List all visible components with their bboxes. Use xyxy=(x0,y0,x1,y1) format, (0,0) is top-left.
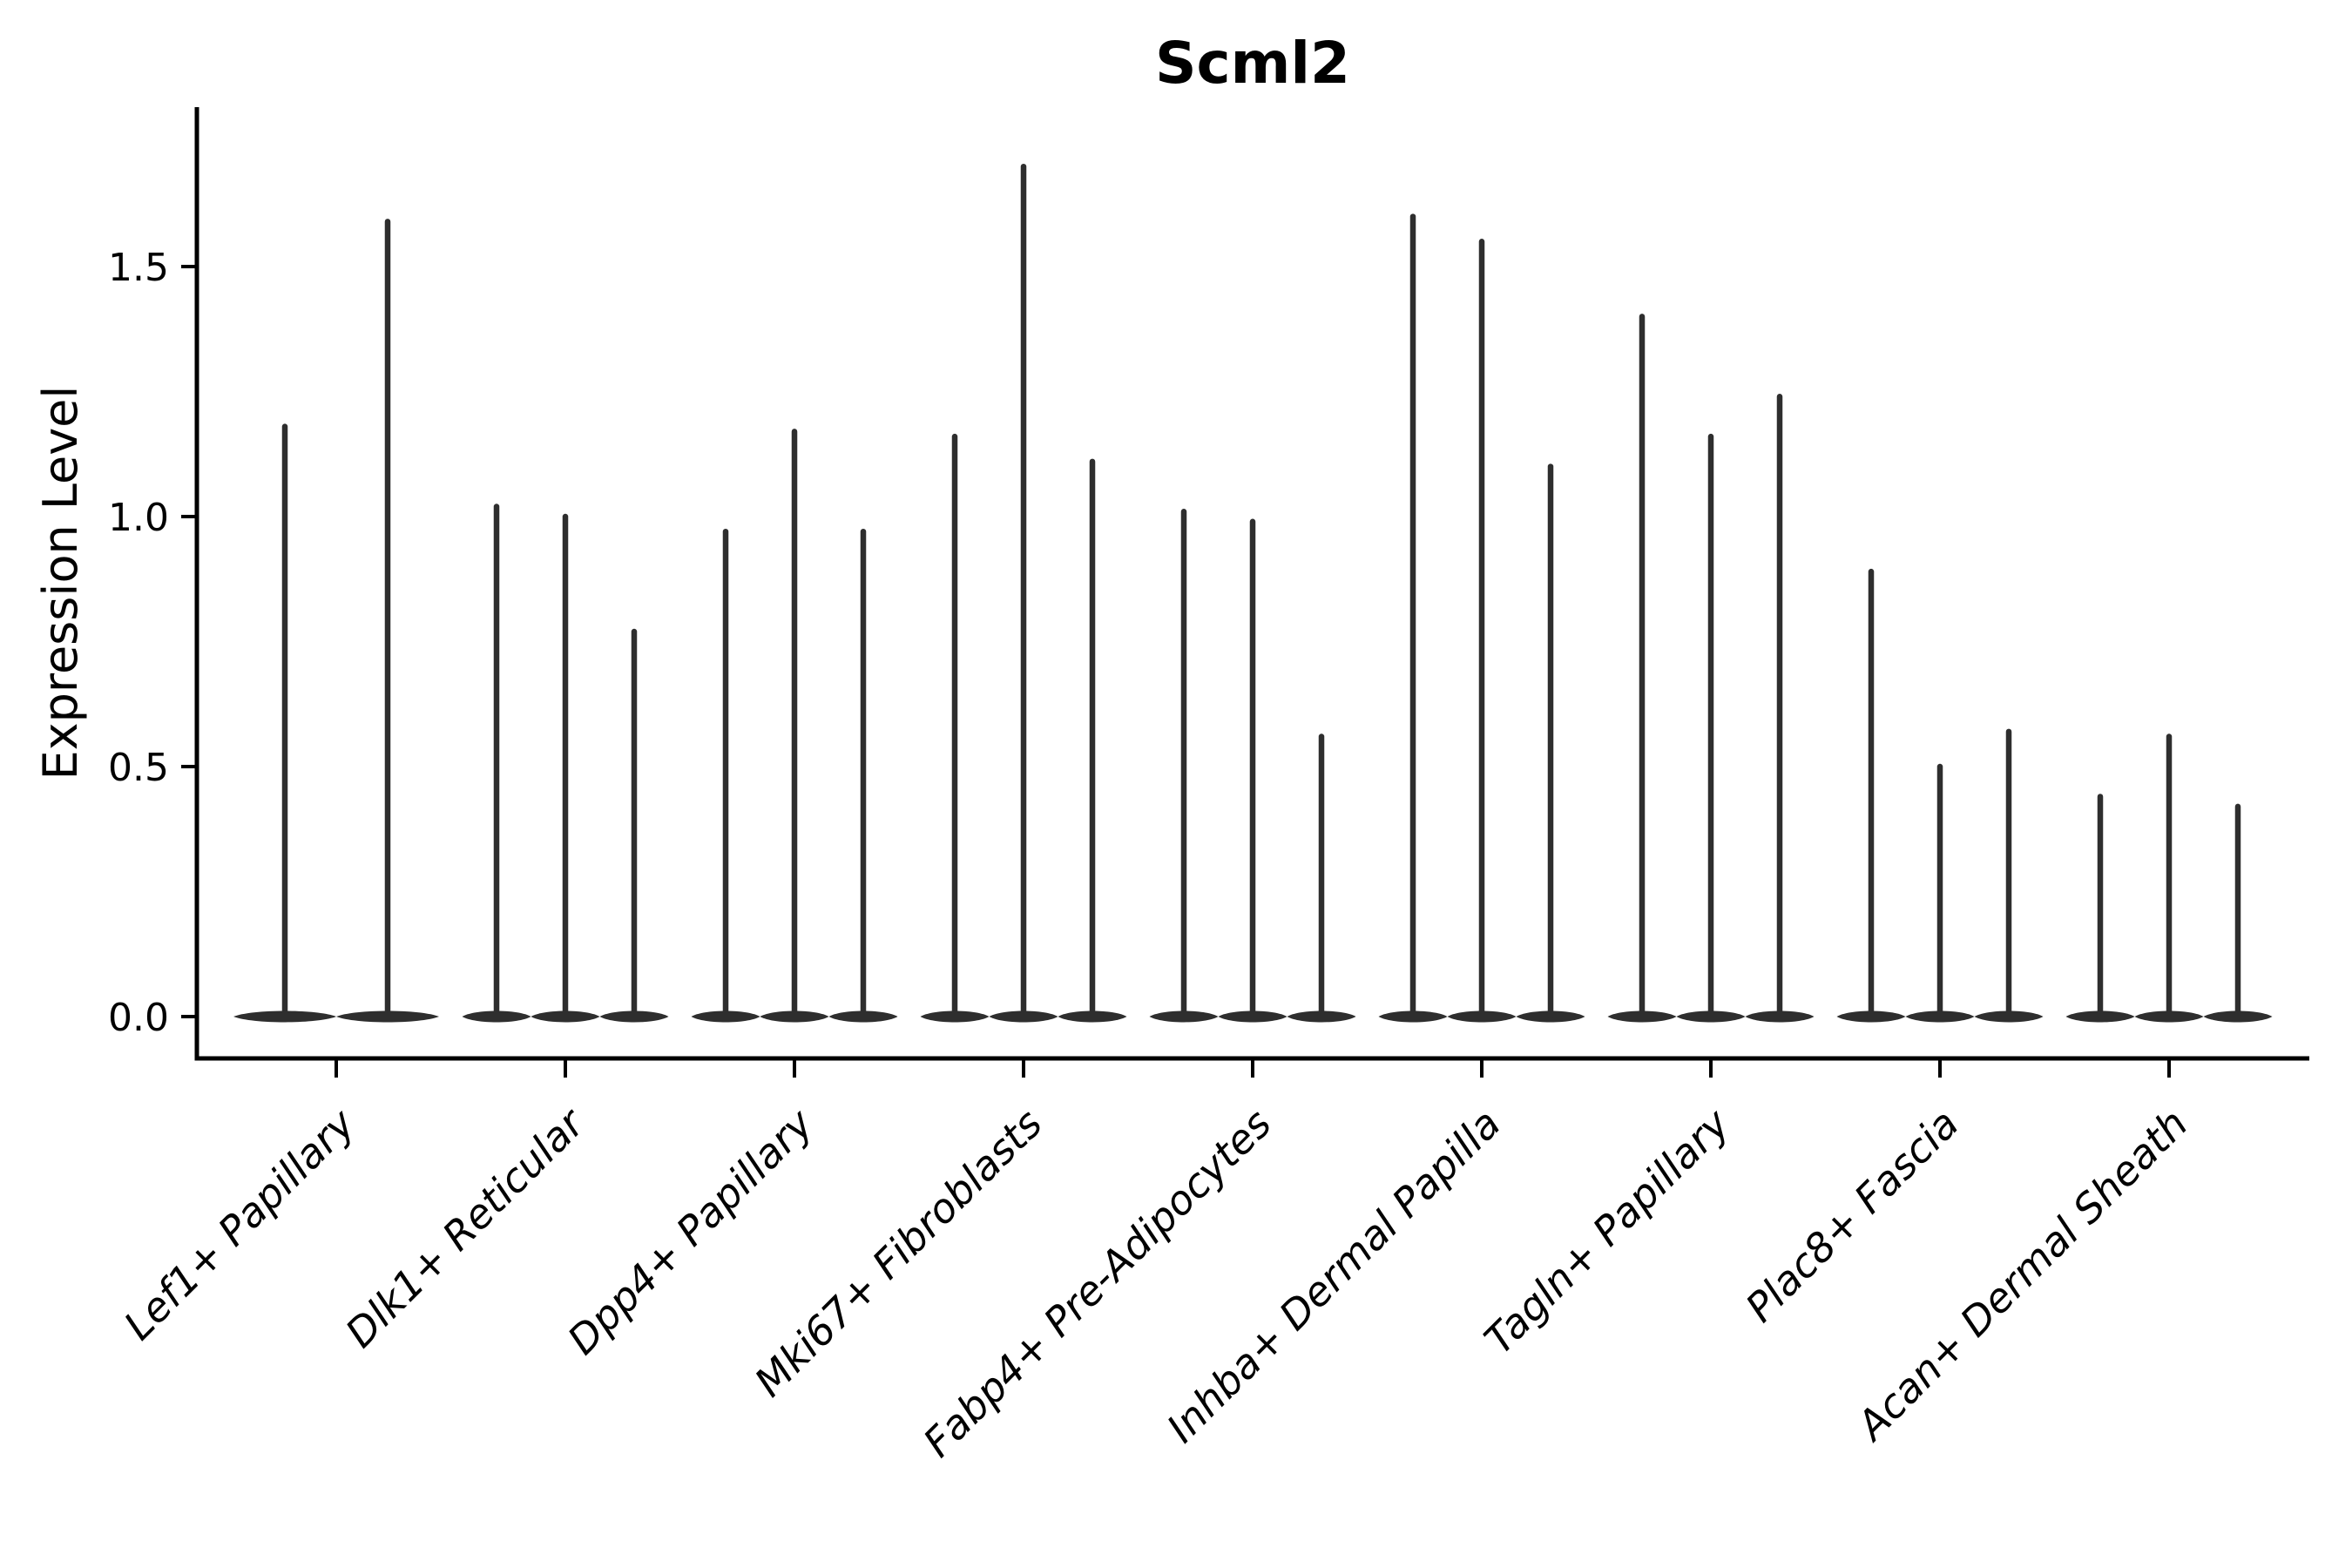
y-tick-label: 0.5 xyxy=(108,746,169,790)
y-tick-label: 0.0 xyxy=(108,996,169,1040)
x-tick-label: Lef1+ Papillary xyxy=(115,1099,364,1348)
y-tick-label: 1.0 xyxy=(108,496,169,540)
y-ticks: 0.0 0.5 1.0 1.5 xyxy=(108,246,197,1040)
x-tick-label: Tagln+ Papillary xyxy=(1475,1099,1739,1363)
x-tick-label: Plac8+ Fascia xyxy=(1736,1100,1967,1331)
x-tick-label: Dpp4+ Papillary xyxy=(558,1099,822,1363)
violins xyxy=(233,163,2273,1023)
chart-title: Scml2 xyxy=(1155,30,1350,97)
x-tick-label: Dlk1+ Reticular xyxy=(336,1098,595,1356)
y-tick-label: 1.5 xyxy=(108,246,169,290)
y-axis-label: Expression Level xyxy=(33,386,88,781)
